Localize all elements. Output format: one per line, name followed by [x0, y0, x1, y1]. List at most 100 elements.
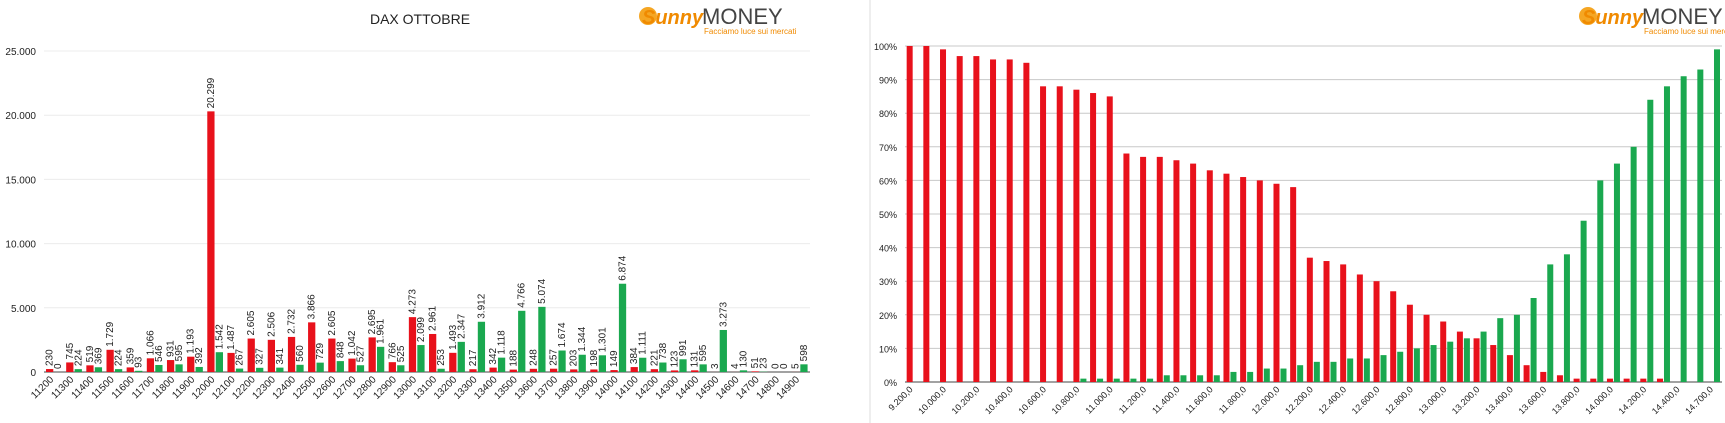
- y-tick-label: 10%: [879, 344, 897, 354]
- bar: [1240, 177, 1247, 382]
- value-label: 546: [154, 345, 165, 362]
- bar: [1306, 257, 1313, 382]
- bar: [1397, 351, 1404, 382]
- bar: [489, 367, 497, 372]
- bar: [114, 369, 123, 372]
- bar: [1580, 220, 1587, 382]
- bar: [1380, 355, 1387, 382]
- bar: [1697, 69, 1704, 383]
- value-label: 198: [589, 349, 600, 366]
- bar: [1340, 264, 1347, 382]
- bar: [86, 365, 94, 372]
- bar: [659, 362, 667, 372]
- y-tick-label: 30%: [879, 277, 897, 287]
- bar: [207, 111, 215, 372]
- bar: [679, 359, 687, 372]
- bar: [1290, 187, 1297, 382]
- value-label: 1.542: [214, 324, 225, 349]
- value-label: 6.874: [618, 255, 629, 280]
- bar: [1480, 331, 1487, 382]
- bar: [973, 56, 980, 383]
- value-label: 1.493: [448, 324, 459, 349]
- value-label: 369: [93, 347, 104, 364]
- y-tick-label: 15.000: [5, 175, 36, 186]
- value-label: 221: [649, 349, 660, 366]
- value-label: 2.695: [367, 309, 378, 334]
- bar: [739, 370, 748, 372]
- value-label: 525: [396, 345, 407, 362]
- bar: [1006, 59, 1013, 382]
- value-label: 598: [799, 344, 810, 361]
- bar: [1223, 173, 1230, 382]
- bar: [1590, 378, 1597, 382]
- bar: [457, 341, 465, 372]
- value-label: 1.111: [638, 331, 649, 355]
- value-label: 0: [779, 363, 790, 369]
- bar: [650, 369, 659, 372]
- bar: [691, 370, 699, 372]
- bar: [1506, 355, 1513, 382]
- value-label: 2.506: [266, 311, 277, 336]
- value-label: 248: [528, 349, 539, 366]
- bar: [1156, 156, 1163, 382]
- value-label: 123: [670, 350, 681, 367]
- bar: [518, 310, 526, 372]
- y-tick-label: 0: [30, 368, 36, 379]
- value-label: 2.961: [428, 306, 439, 331]
- bar: [368, 337, 376, 372]
- bar: [1356, 274, 1363, 382]
- value-label: 4.766: [517, 282, 528, 307]
- value-label: 595: [174, 344, 185, 361]
- logo-brand-suffix: MONEY: [1642, 4, 1723, 29]
- y-tick-label: 90%: [879, 76, 897, 86]
- logo-brand-suffix: MONEY: [702, 4, 783, 29]
- value-label: 327: [255, 348, 266, 365]
- value-label: 93: [134, 356, 145, 368]
- bar: [1430, 345, 1437, 382]
- bar: [46, 369, 54, 372]
- bar: [316, 362, 324, 372]
- bar: [1273, 183, 1280, 382]
- bar: [1563, 254, 1570, 382]
- bar: [1073, 89, 1080, 383]
- bar: [477, 321, 486, 372]
- value-label: 267: [235, 348, 246, 365]
- bar: [1713, 49, 1720, 383]
- value-label: 3.866: [307, 294, 318, 319]
- bar: [1123, 153, 1130, 382]
- bar: [1263, 368, 1270, 382]
- bar: [1080, 378, 1087, 382]
- bar: [166, 360, 175, 372]
- value-label: 848: [335, 341, 346, 358]
- logo-brand: Sunny: [1582, 7, 1644, 29]
- logo-brand: Sunny: [642, 7, 704, 29]
- value-label: 0: [53, 363, 64, 369]
- bar: [1213, 375, 1220, 382]
- value-label: 2.732: [287, 308, 298, 333]
- bar: [388, 362, 396, 372]
- bar: [1180, 375, 1187, 382]
- value-label: 2.099: [416, 317, 427, 342]
- value-label: 1.674: [557, 322, 568, 347]
- bar: [1406, 304, 1413, 382]
- value-label: 224: [73, 349, 84, 366]
- y-tick-label: 5.000: [11, 304, 36, 315]
- value-label: 766: [387, 342, 398, 359]
- bar: [1113, 378, 1120, 382]
- value-label: 1.118: [497, 330, 508, 355]
- value-label: 392: [194, 347, 205, 364]
- value-label: 359: [125, 347, 136, 364]
- bar: [1056, 86, 1063, 382]
- bar: [570, 369, 578, 372]
- value-label: 1.301: [597, 327, 608, 352]
- bar: [1413, 348, 1420, 382]
- bar: [923, 46, 930, 382]
- bar: [1363, 358, 1370, 382]
- bar: [106, 349, 114, 372]
- value-label: 1.193: [186, 328, 197, 353]
- bar: [670, 370, 679, 372]
- bar: [336, 361, 344, 372]
- value-label: 0: [770, 363, 781, 369]
- bar: [497, 357, 506, 372]
